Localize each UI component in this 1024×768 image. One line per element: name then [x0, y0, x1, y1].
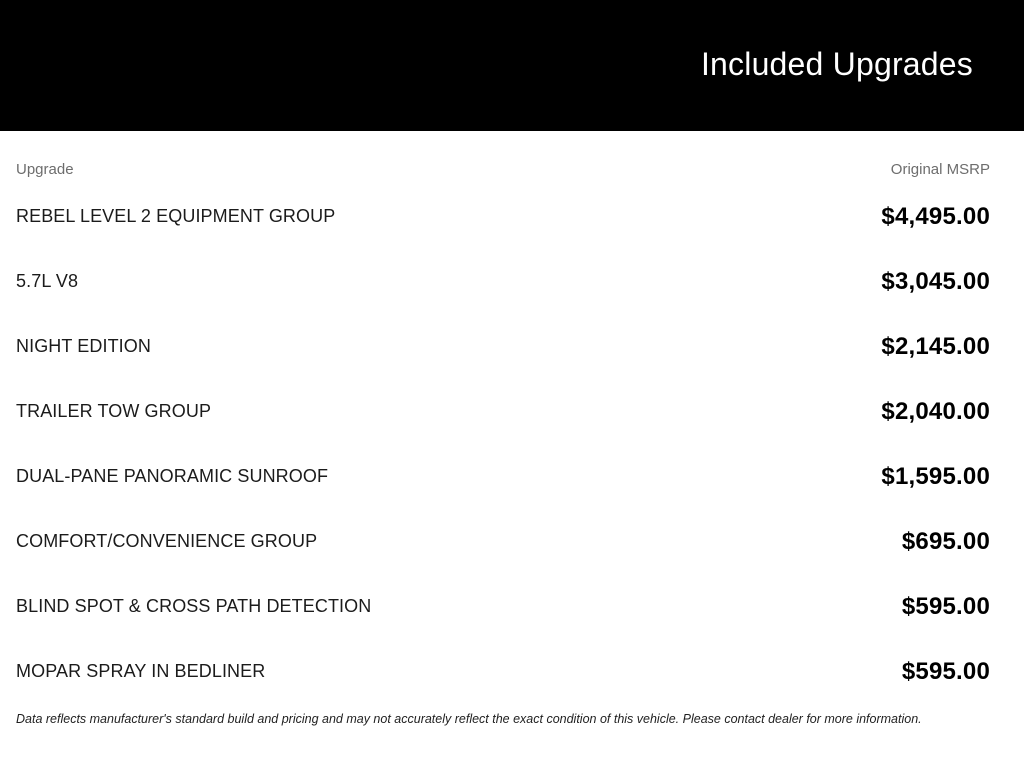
upgrade-price: $2,040.00	[881, 397, 990, 425]
upgrade-price: $4,495.00	[881, 202, 990, 230]
table-row: TRAILER TOW GROUP $2,040.00	[16, 379, 990, 444]
upgrade-price: $595.00	[901, 592, 990, 620]
table-header-row: Upgrade Original MSRP	[16, 131, 990, 184]
column-header-upgrade: Upgrade	[16, 161, 74, 178]
upgrade-price: $595.00	[901, 657, 990, 685]
table-row: COMFORT/CONVENIENCE GROUP $695.00	[16, 509, 990, 574]
column-header-msrp: Original MSRP	[890, 161, 990, 178]
upgrade-price: $695.00	[901, 527, 990, 555]
upgrade-name: NIGHT EDITION	[16, 336, 151, 356]
upgrade-name: BLIND SPOT & CROSS PATH DETECTION	[16, 596, 372, 616]
upgrades-table: Upgrade Original MSRP REBEL LEVEL 2 EQUI…	[0, 131, 1024, 727]
page-header: Included Upgrades	[0, 0, 1024, 131]
upgrade-price: $1,595.00	[881, 462, 990, 490]
table-row: DUAL-PANE PANORAMIC SUNROOF $1,595.00	[16, 444, 990, 509]
upgrade-name: MOPAR SPRAY IN BEDLINER	[16, 661, 266, 681]
upgrade-price: $2,145.00	[881, 332, 990, 360]
table-row: BLIND SPOT & CROSS PATH DETECTION $595.0…	[16, 574, 990, 639]
disclaimer-text: Data reflects manufacturer's standard bu…	[16, 712, 922, 726]
table-row: NIGHT EDITION $2,145.00	[16, 314, 990, 379]
upgrade-price: $3,045.00	[881, 267, 990, 295]
table-row: 5.7L V8 $3,045.00	[16, 249, 990, 314]
table-row: REBEL LEVEL 2 EQUIPMENT GROUP $4,495.00	[16, 184, 990, 249]
table-row: MOPAR SPRAY IN BEDLINER $595.00	[16, 639, 990, 704]
upgrade-name: DUAL-PANE PANORAMIC SUNROOF	[16, 466, 329, 486]
upgrade-name: REBEL LEVEL 2 EQUIPMENT GROUP	[16, 206, 336, 226]
upgrade-name: 5.7L V8	[16, 271, 79, 291]
upgrade-name: TRAILER TOW GROUP	[16, 401, 212, 421]
page-title: Included Upgrades	[700, 45, 973, 82]
upgrade-name: COMFORT/CONVENIENCE GROUP	[16, 531, 318, 551]
